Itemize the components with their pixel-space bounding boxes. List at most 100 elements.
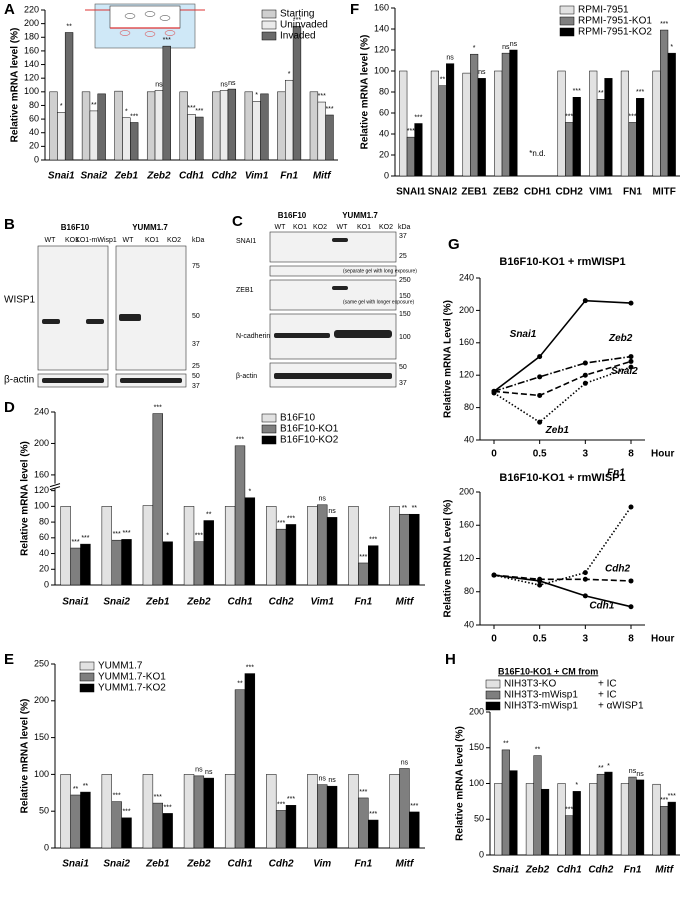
lane-label: KO1 [293, 224, 307, 231]
row-label: β-actin [4, 375, 34, 386]
significance-label: * [248, 489, 251, 496]
significance-label: ns [446, 54, 454, 61]
bar [557, 70, 566, 177]
x-tick-label: Snai1 [492, 865, 519, 876]
legend-swatch [261, 20, 277, 30]
chart-title: B16F10-KO1 + rmWISP1 [499, 472, 625, 484]
significance-label: *** [277, 520, 285, 527]
legend-label: B16F10-KO2 [280, 435, 339, 446]
y-tick-label: 0 [44, 579, 49, 589]
y-tick-label: 140 [374, 23, 389, 33]
significance-label: ** [83, 783, 89, 790]
significance-label: *** [293, 17, 301, 24]
y-tick-label: 240 [459, 272, 474, 282]
legend-label: RPMI-7951-KO2 [578, 27, 652, 38]
bar [292, 26, 302, 161]
bar [389, 774, 400, 849]
significance-label: ** [402, 505, 408, 512]
significance-label: ns [629, 768, 637, 775]
bar [275, 528, 287, 586]
bar [183, 506, 195, 586]
significance-label: ns [319, 776, 327, 783]
panel-label: B [4, 216, 15, 233]
row-label: WISP1 [4, 295, 36, 306]
line [493, 355, 632, 393]
blot [115, 245, 187, 371]
x-tick-label: Fn1 [354, 859, 372, 870]
significance-label: * [473, 45, 476, 52]
y-tick-label: 80 [464, 402, 474, 412]
bar [266, 774, 277, 849]
legend-label: Uninvaded [280, 20, 328, 31]
significance-label: *** [325, 106, 333, 113]
line-label: Zeb1 [545, 425, 570, 436]
bar [652, 70, 661, 177]
x-tick-label: Snai2 [80, 171, 107, 182]
legend-title: B16F10-KO1 + CM from [498, 666, 598, 676]
significance-label: *** [287, 796, 295, 803]
x-tick-label: ZEB1 [461, 187, 487, 198]
bar [97, 93, 106, 161]
x-tick-label: 0 [491, 634, 497, 645]
bar [409, 513, 420, 586]
legend-swatch [261, 413, 277, 423]
bar [57, 112, 66, 161]
significance-label: *** [236, 437, 244, 444]
legend-swatch [559, 27, 575, 37]
y-tick-label: 240 [34, 406, 49, 416]
bar [628, 122, 637, 177]
panel-label: G [448, 236, 460, 253]
y-tick-label: 40 [379, 128, 389, 138]
bar [317, 784, 328, 849]
point [537, 392, 543, 398]
bar [462, 72, 471, 177]
blot [37, 245, 109, 371]
x-tick-label: Mitf [655, 865, 674, 876]
bar [494, 70, 503, 177]
bar [142, 774, 154, 849]
bar [275, 810, 287, 849]
point [537, 354, 543, 360]
significance-label: *** [122, 809, 130, 816]
bar [509, 770, 518, 856]
category-note: *n.d. [529, 149, 545, 158]
lane-label: KO2 [313, 224, 327, 231]
bar [152, 413, 163, 586]
y-tick-label: 120 [459, 370, 474, 380]
significance-label: *** [660, 21, 668, 28]
y-tick-label: 100 [24, 86, 39, 96]
point [582, 576, 588, 582]
y-tick-label: 50 [39, 806, 49, 816]
significance-label: ** [598, 90, 604, 97]
x-tick-label: SNAI2 [428, 187, 458, 198]
marker: 75 [192, 263, 200, 270]
legend-swatch [79, 683, 95, 693]
bar [326, 785, 338, 849]
y-tick-label: 200 [469, 706, 484, 716]
legend-treatment: + αWISP1 [598, 701, 644, 712]
blot-group: B16F10 [278, 211, 307, 220]
bar [285, 79, 294, 161]
bar [285, 805, 297, 849]
legend-label: B16F10 [280, 413, 315, 424]
bar [509, 49, 518, 177]
bar [501, 749, 510, 856]
marker: 150 [399, 293, 411, 300]
x-tick-label: Cdh2 [212, 171, 237, 182]
legend-label: YUMM1.7-KO2 [98, 683, 166, 694]
significance-label: *** [660, 797, 668, 804]
y-tick-label: 80 [39, 516, 49, 526]
y-axis-label: Relative mRNA level (%) [20, 441, 31, 556]
significance-label: ** [237, 681, 243, 688]
bar [80, 543, 91, 586]
y-tick-label: 0 [384, 170, 389, 180]
bar [307, 774, 318, 849]
significance-label: ns [195, 767, 203, 774]
y-tick-label: 180 [24, 32, 39, 42]
bar [596, 99, 605, 177]
bar [162, 541, 173, 586]
y-tick-label: 0 [34, 154, 39, 164]
panel-label: H [445, 651, 456, 668]
point [628, 358, 634, 364]
